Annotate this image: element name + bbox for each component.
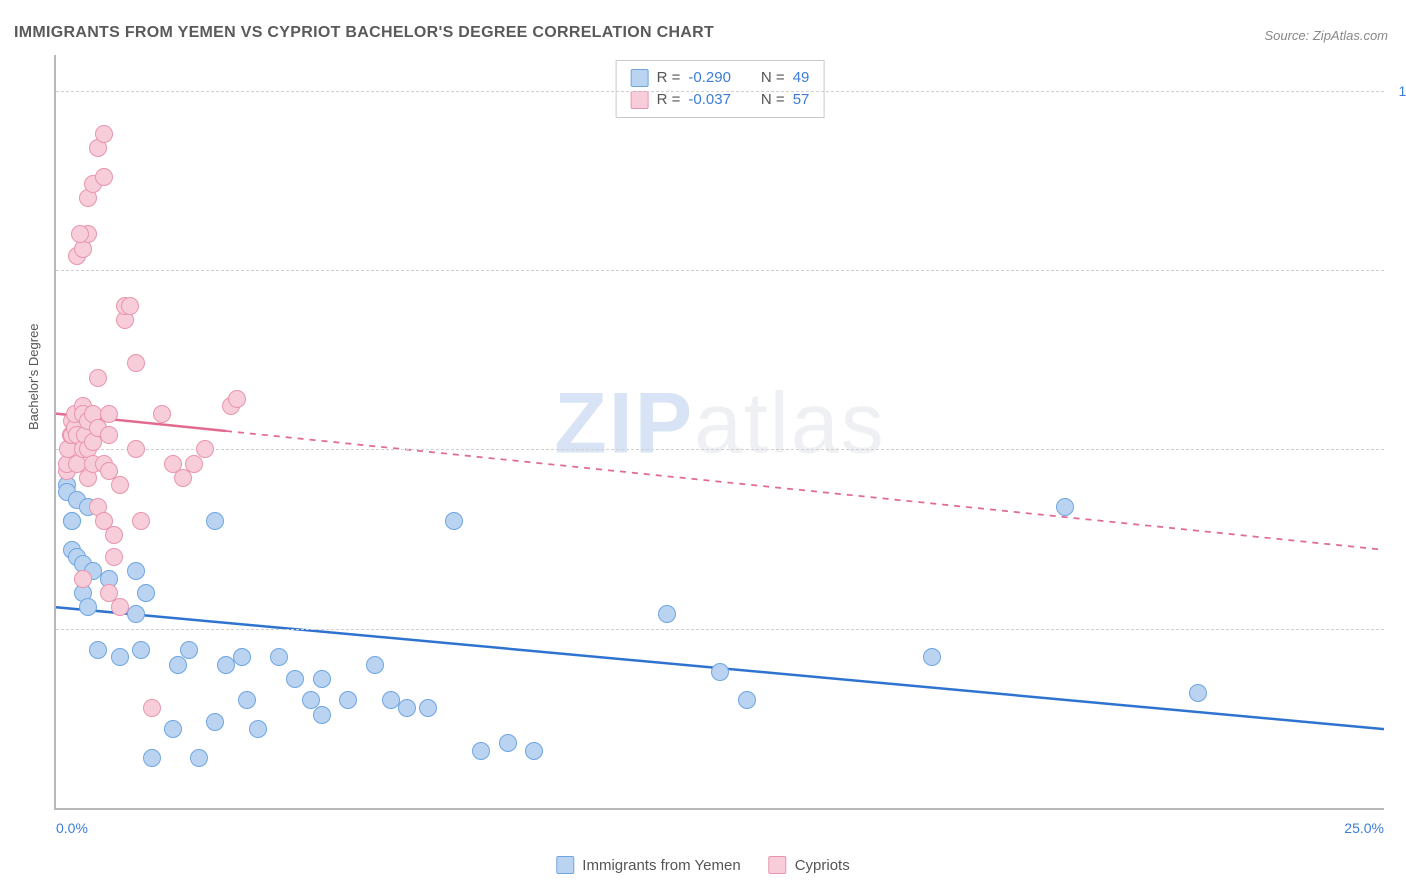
data-point-cypriot (100, 405, 118, 423)
data-point-yemen (499, 734, 517, 752)
data-point-cypriot (132, 512, 150, 530)
data-point-yemen (137, 584, 155, 602)
data-point-yemen (398, 699, 416, 717)
legend-correlations: R = -0.290 N = 49 R = -0.037 N = 57 (616, 60, 825, 118)
x-tick-label: 0.0% (56, 820, 88, 836)
data-point-yemen (711, 663, 729, 681)
data-point-yemen (180, 641, 198, 659)
data-point-cypriot (111, 598, 129, 616)
data-point-yemen (206, 512, 224, 530)
data-point-yemen (89, 641, 107, 659)
swatch-cypriot-icon (769, 856, 787, 874)
y-tick-label: 50.0% (1390, 441, 1406, 457)
data-point-cypriot (143, 699, 161, 717)
data-point-yemen (190, 749, 208, 767)
swatch-cypriot (631, 91, 649, 109)
data-point-yemen (1189, 684, 1207, 702)
legend-item-cypriot: Cypriots (769, 856, 850, 874)
data-point-yemen (233, 648, 251, 666)
trend-lines-svg (56, 55, 1384, 808)
data-point-cypriot (95, 168, 113, 186)
data-point-yemen (111, 648, 129, 666)
data-point-yemen (313, 706, 331, 724)
data-point-yemen (127, 605, 145, 623)
y-axis-title: Bachelor's Degree (26, 323, 41, 430)
data-point-yemen (445, 512, 463, 530)
data-point-yemen (206, 713, 224, 731)
gridline-h (56, 629, 1384, 630)
watermark: ZIPatlas (554, 374, 886, 473)
legend-label-cypriot: Cypriots (795, 857, 850, 874)
legend-series: Immigrants from Yemen Cypriots (556, 856, 849, 874)
chart-title: IMMIGRANTS FROM YEMEN VS CYPRIOT BACHELO… (14, 24, 714, 42)
data-point-yemen (164, 720, 182, 738)
data-point-yemen (238, 691, 256, 709)
data-point-cypriot (153, 405, 171, 423)
data-point-cypriot (111, 476, 129, 494)
data-point-yemen (1056, 498, 1074, 516)
data-point-yemen (923, 648, 941, 666)
data-point-yemen (738, 691, 756, 709)
data-point-cypriot (196, 440, 214, 458)
source-attribution: Source: ZipAtlas.com (1264, 28, 1388, 43)
data-point-cypriot (228, 390, 246, 408)
data-point-yemen (127, 562, 145, 580)
data-point-yemen (658, 605, 676, 623)
data-point-yemen (79, 598, 97, 616)
gridline-h (56, 449, 1384, 450)
data-point-yemen (63, 512, 81, 530)
data-point-yemen (313, 670, 331, 688)
plot-area: ZIPatlas R = -0.290 N = 49 R = -0.037 N … (54, 55, 1384, 810)
data-point-cypriot (74, 570, 92, 588)
gridline-h (56, 91, 1384, 92)
y-tick-label: 25.0% (1390, 621, 1406, 637)
data-point-yemen (472, 742, 490, 760)
data-point-yemen (366, 656, 384, 674)
data-point-yemen (143, 749, 161, 767)
data-point-cypriot (121, 297, 139, 315)
legend-row-yemen: R = -0.290 N = 49 (631, 67, 810, 89)
data-point-yemen (270, 648, 288, 666)
chart-container: IMMIGRANTS FROM YEMEN VS CYPRIOT BACHELO… (0, 0, 1406, 892)
y-tick-label: 75.0% (1390, 262, 1406, 278)
data-point-yemen (339, 691, 357, 709)
data-point-cypriot (127, 354, 145, 372)
data-point-cypriot (127, 440, 145, 458)
data-point-cypriot (89, 369, 107, 387)
swatch-yemen (631, 69, 649, 87)
data-point-yemen (249, 720, 267, 738)
data-point-cypriot (100, 426, 118, 444)
legend-label-yemen: Immigrants from Yemen (582, 857, 740, 874)
gridline-h (56, 270, 1384, 271)
data-point-cypriot (71, 225, 89, 243)
data-point-yemen (132, 641, 150, 659)
data-point-cypriot (105, 526, 123, 544)
y-tick-label: 100.0% (1390, 83, 1406, 99)
swatch-yemen-icon (556, 856, 574, 874)
data-point-yemen (525, 742, 543, 760)
data-point-yemen (419, 699, 437, 717)
data-point-yemen (286, 670, 304, 688)
legend-item-yemen: Immigrants from Yemen (556, 856, 740, 874)
x-tick-label: 25.0% (1344, 820, 1384, 836)
data-point-cypriot (95, 125, 113, 143)
legend-row-cypriot: R = -0.037 N = 57 (631, 89, 810, 111)
data-point-cypriot (105, 548, 123, 566)
